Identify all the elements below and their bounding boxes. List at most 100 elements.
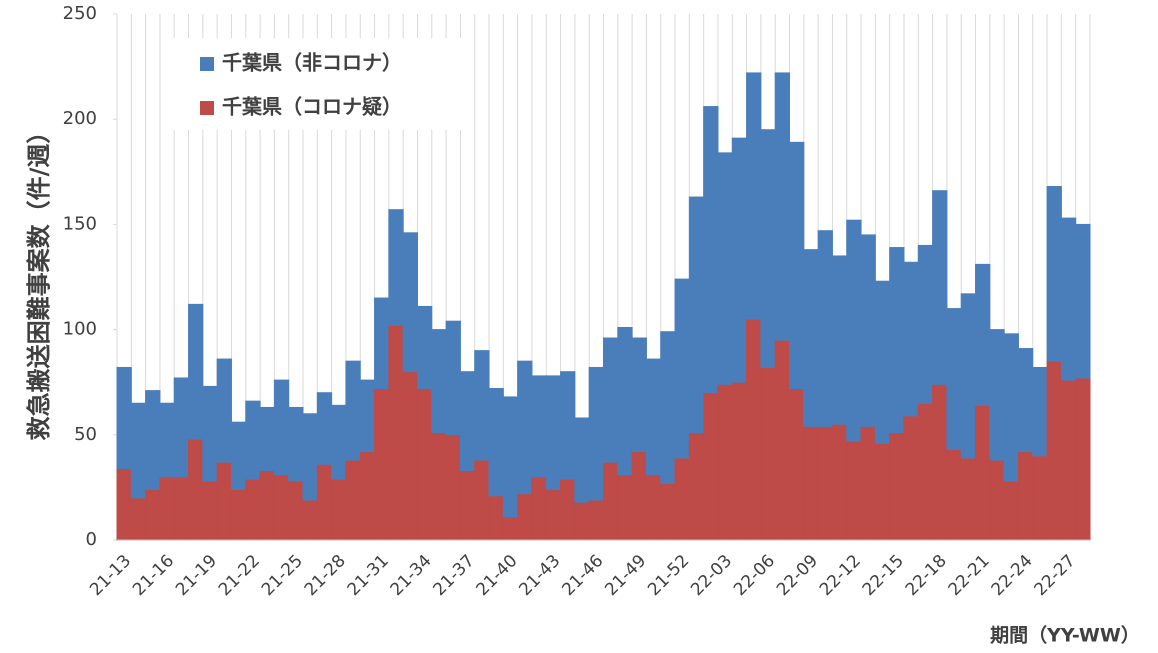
bar-segment xyxy=(889,247,905,434)
bar-segment xyxy=(588,499,604,541)
bar-segment xyxy=(774,339,791,541)
y-tick-label: 0 xyxy=(86,529,97,550)
bar-segment xyxy=(674,278,690,459)
bar-segment xyxy=(960,457,977,541)
bar-segment xyxy=(331,404,347,480)
bar-segment xyxy=(359,451,376,541)
bar-segment xyxy=(846,219,862,442)
bar-segment xyxy=(560,371,576,480)
legend-label: 千葉県（コロナ疑） xyxy=(222,95,402,119)
bar-segment xyxy=(631,337,647,453)
x-tick-label: 21-34 xyxy=(387,551,436,600)
bar-segment xyxy=(803,425,819,541)
bar-segment xyxy=(159,476,175,541)
bar-segment xyxy=(273,474,290,541)
bar-segment xyxy=(459,371,476,472)
x-tick-label: 22-09 xyxy=(773,551,822,600)
bar-segment xyxy=(1032,366,1048,457)
bar-segment xyxy=(1017,348,1034,453)
bar-segment xyxy=(846,440,862,541)
bar-segment xyxy=(946,449,962,541)
bar-segment xyxy=(316,463,333,541)
bar-segment xyxy=(1017,451,1034,541)
bar-segment xyxy=(1003,333,1019,482)
bar-segment xyxy=(116,366,132,469)
legend-label: 千葉県（非コロナ） xyxy=(222,51,402,75)
bar-segment xyxy=(316,392,333,465)
bar-segment xyxy=(703,106,719,394)
bar-segment xyxy=(459,470,476,541)
x-tick-label: 21-31 xyxy=(344,551,393,600)
bar-segment xyxy=(259,470,275,541)
bar-segment xyxy=(617,326,633,476)
y-tick-label: 50 xyxy=(74,424,97,445)
bar-segment xyxy=(259,406,275,472)
bar-segment xyxy=(574,501,590,541)
bar-segment xyxy=(660,482,676,541)
bar-segment xyxy=(1046,186,1062,362)
bar-segment xyxy=(116,467,132,541)
x-tick-label: 22-27 xyxy=(1031,551,1080,600)
bar-segment xyxy=(345,360,361,461)
x-tick-label: 21-43 xyxy=(515,551,564,600)
bar-segment xyxy=(345,459,361,541)
bar-segment xyxy=(688,196,705,434)
bar-segment xyxy=(245,478,261,541)
bar-segment xyxy=(560,478,576,541)
bar-segment xyxy=(130,497,147,541)
bar-segment xyxy=(374,388,390,541)
bar-segment xyxy=(1032,455,1048,541)
bar-segment xyxy=(603,461,619,541)
bar-segment xyxy=(188,303,204,440)
bar-segment xyxy=(860,234,876,427)
bar-segment xyxy=(817,230,833,427)
bar-segment xyxy=(774,72,791,341)
x-tick-label: 22-12 xyxy=(816,551,865,600)
bar-segment xyxy=(717,152,733,385)
bar-segment xyxy=(359,379,376,453)
bar-segment xyxy=(631,451,647,541)
y-tick-label: 250 xyxy=(63,3,97,24)
bar-segment xyxy=(502,516,519,541)
bar-segment xyxy=(445,434,461,541)
bar-segment xyxy=(488,388,504,497)
bar-segment xyxy=(860,425,876,541)
bar-segment xyxy=(302,499,318,541)
x-tick-label: 21-13 xyxy=(86,551,135,600)
bar-segment xyxy=(588,366,604,501)
bar-segment xyxy=(245,400,261,480)
bar-segment xyxy=(960,293,977,459)
bar-segment xyxy=(302,413,318,501)
bar-segment xyxy=(188,438,204,541)
bar-segment xyxy=(502,396,519,518)
bar-segment xyxy=(1075,377,1091,541)
bar-segment xyxy=(216,461,232,541)
bar-segment xyxy=(202,480,218,541)
x-tick-label: 21-25 xyxy=(258,551,307,600)
bar-segment xyxy=(617,474,633,541)
bar-segment xyxy=(173,476,190,541)
bar-segment xyxy=(660,331,676,484)
x-axis-title: 期間（YY-WW） xyxy=(990,624,1140,647)
legend-swatch xyxy=(200,101,214,115)
bar-segment xyxy=(416,305,433,390)
bar-segment xyxy=(789,141,805,390)
bar-segment xyxy=(230,421,247,491)
x-tick-label: 21-49 xyxy=(601,551,650,600)
x-tick-label: 21-52 xyxy=(644,551,693,600)
bar-segment xyxy=(445,320,461,436)
bar-segment xyxy=(388,209,404,326)
y-tick-label: 150 xyxy=(63,213,97,234)
x-tick-label: 21-19 xyxy=(172,551,221,600)
bar-segment xyxy=(803,249,819,427)
legend-swatch xyxy=(200,57,214,71)
bar-segment xyxy=(545,375,562,491)
bar-segment xyxy=(789,388,805,541)
bar-segment xyxy=(1003,480,1019,541)
x-tick-label: 22-06 xyxy=(730,551,779,600)
bar-segment xyxy=(145,489,161,541)
bar-segment xyxy=(202,385,218,482)
bar-segment xyxy=(760,366,776,541)
bar-segment xyxy=(288,480,304,541)
